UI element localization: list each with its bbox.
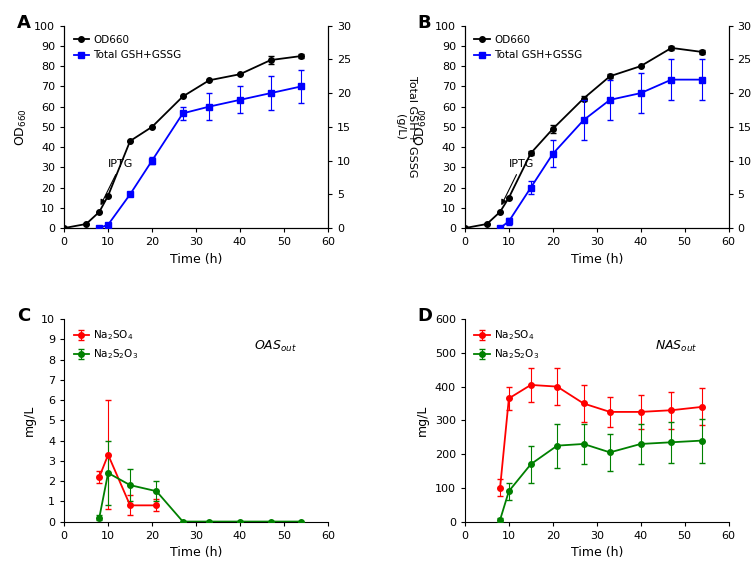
Text: IPTG: IPTG xyxy=(101,160,134,204)
X-axis label: Time (h): Time (h) xyxy=(571,546,623,559)
Legend: Na$_2$SO$_4$, Na$_2$S$_2$O$_3$: Na$_2$SO$_4$, Na$_2$S$_2$O$_3$ xyxy=(69,324,143,365)
Text: A: A xyxy=(17,14,31,31)
X-axis label: Time (h): Time (h) xyxy=(571,253,623,266)
Legend: OD660, Total GSH+GSSG: OD660, Total GSH+GSSG xyxy=(470,31,587,64)
Text: D: D xyxy=(418,307,433,325)
X-axis label: Time (h): Time (h) xyxy=(170,546,222,559)
Text: IPTG: IPTG xyxy=(502,160,535,204)
Legend: Na$_2$SO$_4$, Na$_2$S$_2$O$_3$: Na$_2$SO$_4$, Na$_2$S$_2$O$_3$ xyxy=(470,324,544,365)
Text: C: C xyxy=(17,307,30,325)
Text: OAS$_{out}$: OAS$_{out}$ xyxy=(254,339,297,355)
Legend: OD660, Total GSH+GSSG: OD660, Total GSH+GSSG xyxy=(69,31,186,64)
Y-axis label: Total GSH + GSSG
(g/L): Total GSH + GSSG (g/L) xyxy=(396,76,417,178)
X-axis label: Time (h): Time (h) xyxy=(170,253,222,266)
Y-axis label: OD$_{660}$: OD$_{660}$ xyxy=(414,108,430,146)
Y-axis label: mg/L: mg/L xyxy=(416,405,429,436)
Y-axis label: mg/L: mg/L xyxy=(23,405,35,436)
Y-axis label: OD$_{660}$: OD$_{660}$ xyxy=(14,108,29,146)
Text: NAS$_{out}$: NAS$_{out}$ xyxy=(655,339,698,355)
Text: B: B xyxy=(418,14,431,31)
